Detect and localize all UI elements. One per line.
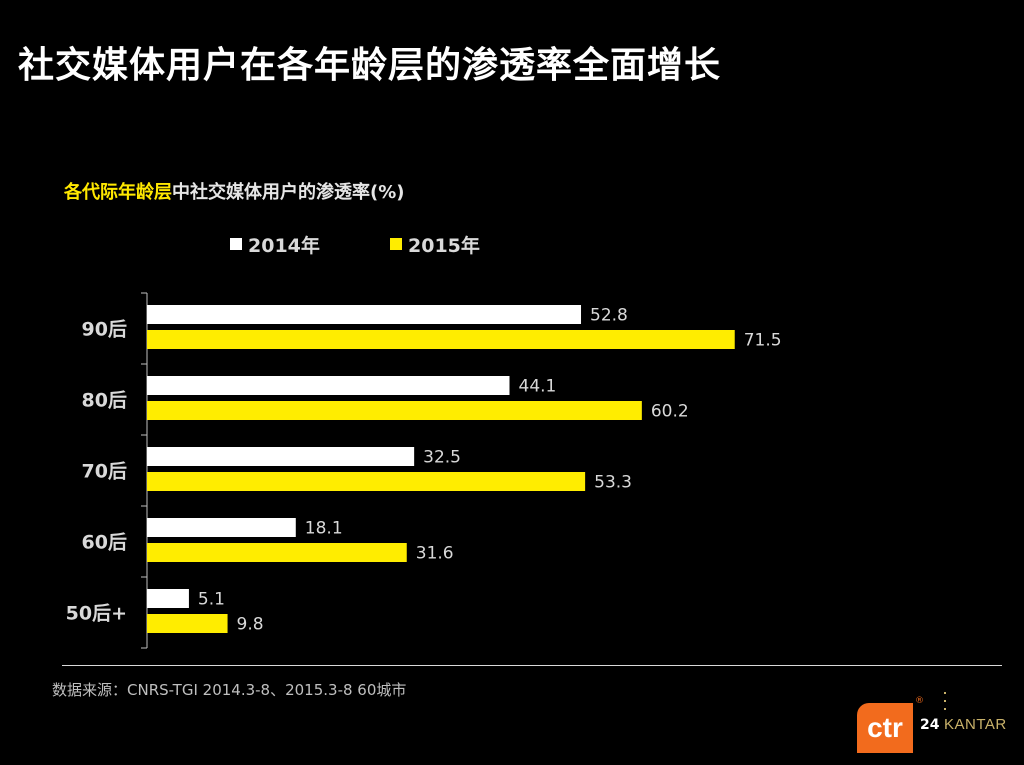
legend-item-2014: 2014年	[230, 232, 320, 257]
footer-divider	[62, 665, 1002, 666]
category-label: 70后	[82, 461, 127, 483]
bar-2015	[147, 543, 407, 562]
data-label: 9.8	[237, 615, 264, 635]
bar-2015	[147, 614, 228, 633]
bar-2014	[147, 376, 510, 395]
page-title: 社交媒体用户在各年龄层的渗透率全面增长	[18, 45, 722, 86]
chart-subtitle: 各代际年龄层中社交媒体用户的渗透率(%)	[64, 178, 405, 204]
bar-2015	[147, 401, 642, 420]
bar-2014	[147, 447, 415, 466]
legend-swatch-2014	[230, 238, 242, 250]
bar-2014	[147, 305, 582, 324]
data-label: 31.6	[416, 544, 454, 564]
registered-mark: ®	[915, 696, 924, 706]
category-label: 80后	[82, 390, 127, 412]
data-label: 32.5	[423, 448, 461, 468]
chart-subtitle-highlight: 各代际年龄层	[64, 182, 172, 203]
data-source-note: 数据来源：CNRS-TGI 2014.3-8、2015.3-8 60城市	[52, 681, 407, 699]
data-label: 5.1	[198, 590, 225, 610]
category-label: 60后	[82, 532, 127, 554]
bar-2015	[147, 472, 586, 491]
data-label: 71.5	[744, 331, 782, 351]
bar-2014	[147, 518, 296, 537]
kantar-logo: KANTAR	[944, 716, 1007, 733]
bar-2015	[147, 330, 735, 349]
legend-label-2015: 2015年	[408, 234, 480, 257]
data-label: 52.8	[590, 306, 628, 326]
data-label: 53.3	[594, 473, 632, 493]
ctr-logo: ctr	[857, 703, 913, 753]
data-label: 18.1	[305, 519, 343, 539]
kantar-dots-icon	[944, 692, 948, 716]
legend-swatch-2015	[390, 238, 402, 250]
data-label: 60.2	[651, 402, 689, 422]
category-label: 50后+	[66, 603, 127, 625]
legend-label-2014: 2014年	[248, 234, 320, 257]
bar-2014	[147, 589, 189, 608]
page-number: 24	[920, 717, 940, 733]
data-label: 44.1	[519, 377, 557, 397]
chart-subtitle-rest: 中社交媒体用户的渗透率(%)	[172, 182, 405, 203]
legend-item-2015: 2015年	[390, 232, 480, 257]
category-label: 90后	[82, 319, 127, 341]
